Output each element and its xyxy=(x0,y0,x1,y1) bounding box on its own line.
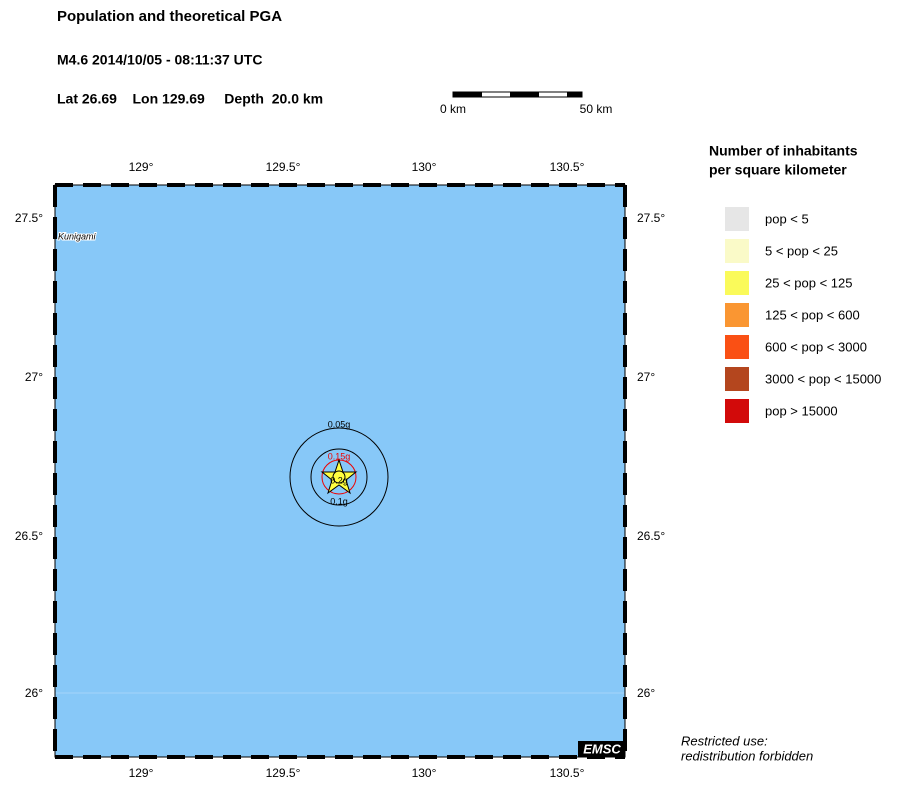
scale-bar-segment xyxy=(567,92,582,97)
legend-label: 125 < pop < 600 xyxy=(765,307,860,322)
lat-label: 26.5° xyxy=(15,529,43,543)
location-info: Lat 26.69 Lon 129.69 Depth 20.0 km xyxy=(57,91,323,107)
legend-swatch xyxy=(725,335,749,359)
contour xyxy=(289,427,389,527)
lon-label: 130.5° xyxy=(550,766,585,780)
contour-label: 0.05g xyxy=(328,419,351,429)
legend-title: Number of inhabitants xyxy=(709,143,858,159)
lon-label: 130° xyxy=(412,160,437,174)
lat-label: 26.5° xyxy=(637,529,665,543)
notice: Restricted use: xyxy=(681,733,768,748)
legend-swatch xyxy=(725,399,749,423)
legend-label: 5 < pop < 25 xyxy=(765,243,838,258)
scale-bar-segment xyxy=(453,92,482,97)
lat-label: 27.5° xyxy=(15,211,43,225)
place-label: Kunigami xyxy=(58,231,97,241)
title: Population and theoretical PGA xyxy=(57,8,282,25)
legend-label: pop > 15000 xyxy=(765,403,838,418)
legend-swatch xyxy=(725,367,749,391)
lat-label: 26° xyxy=(25,686,43,700)
map-frame xyxy=(53,183,627,759)
scale-end: 50 km xyxy=(580,102,613,116)
scale-bar: 0 km 50 km xyxy=(440,91,613,116)
legend-label: 600 < pop < 3000 xyxy=(765,339,867,354)
logo-box xyxy=(578,741,625,757)
contour-label: 0.15g xyxy=(328,451,351,461)
legend-label: pop < 5 xyxy=(765,211,809,226)
legend-swatch xyxy=(725,271,749,295)
lat-label: 27° xyxy=(637,370,655,384)
contour xyxy=(310,448,368,506)
lon-label: 129.5° xyxy=(266,160,301,174)
lon-label: 130.5° xyxy=(550,160,585,174)
lon-label: 130° xyxy=(412,766,437,780)
contour-label: 0.2g xyxy=(330,475,348,485)
legend-title: per square kilometer xyxy=(709,162,847,178)
logo: EMSC xyxy=(583,741,621,756)
event-info: M4.6 2014/10/05 - 08:11:37 UTC xyxy=(57,52,262,68)
legend-swatch xyxy=(725,303,749,327)
contour-label: 0.1g xyxy=(330,496,348,506)
lon-label: 129.5° xyxy=(266,766,301,780)
lat-label: 27° xyxy=(25,370,43,384)
lat-label: 26° xyxy=(637,686,655,700)
contour xyxy=(332,470,346,484)
legend-label: 3000 < pop < 15000 xyxy=(765,371,881,386)
legend-swatch xyxy=(725,207,749,231)
lat-label: 27.5° xyxy=(637,211,665,225)
scale-bar-segment xyxy=(510,92,539,97)
lon-label: 129° xyxy=(129,160,154,174)
lon-label: 129° xyxy=(129,766,154,780)
notice: redistribution forbidden xyxy=(681,748,813,763)
pga-contours xyxy=(289,427,389,527)
legend-swatch xyxy=(725,239,749,263)
legend-label: 25 < pop < 125 xyxy=(765,275,852,290)
scale-start: 0 km xyxy=(440,102,466,116)
